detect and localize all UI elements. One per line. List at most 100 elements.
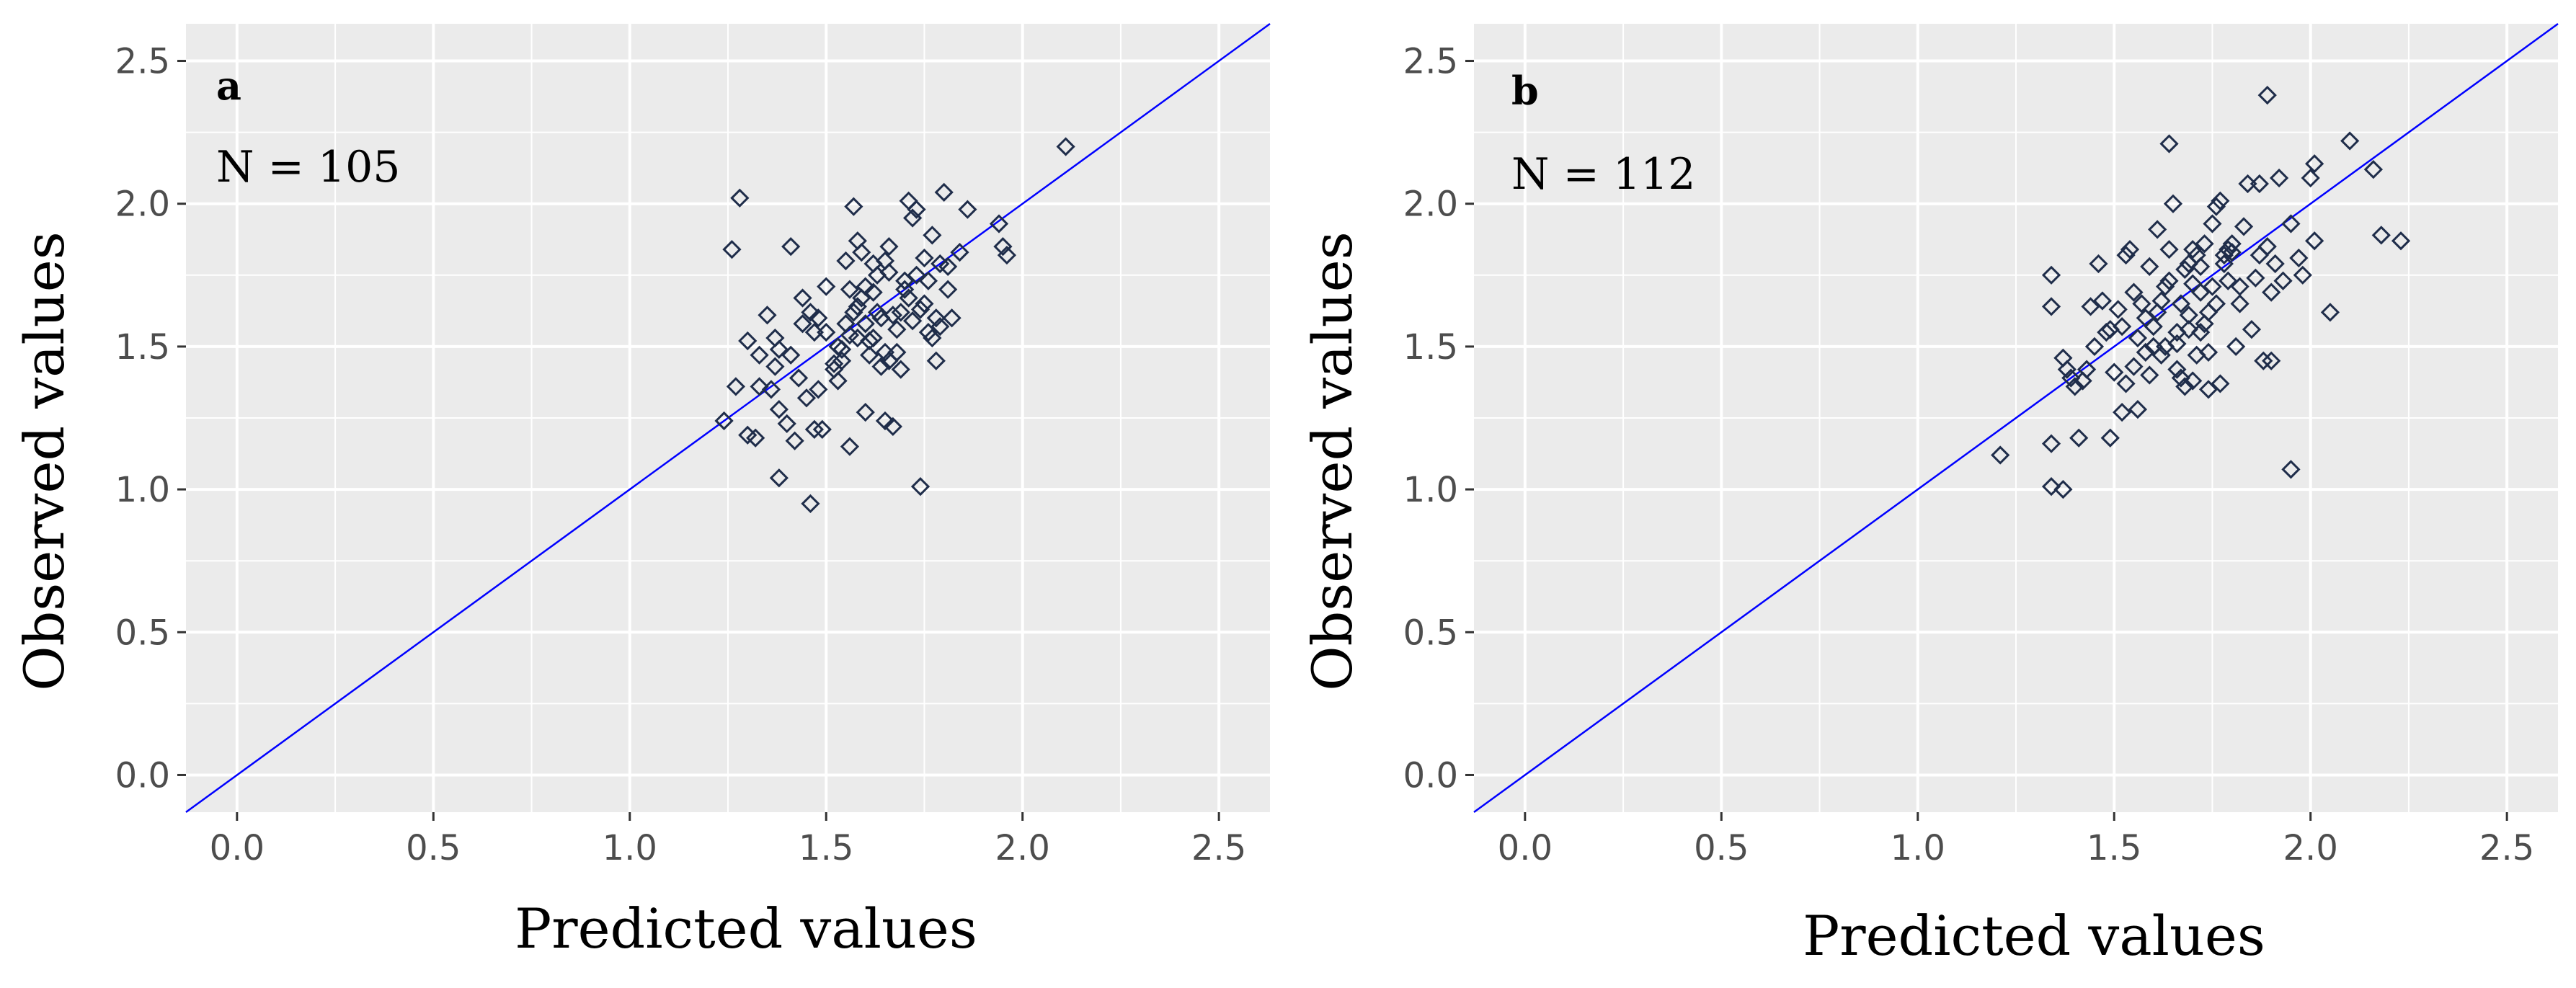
y-axis-title: Observed values [12, 231, 76, 690]
data-point [2077, 360, 2097, 379]
data-point [2155, 277, 2175, 296]
data-point [2262, 351, 2281, 370]
data-point [879, 262, 899, 282]
data-point [2195, 314, 2214, 334]
data-point [2187, 345, 2206, 365]
x-tick-label: 0.0 [210, 828, 265, 868]
data-point [856, 402, 875, 422]
data-point [2198, 380, 2219, 399]
data-point [750, 345, 769, 365]
data-point [2179, 320, 2198, 339]
data-point [2391, 231, 2411, 251]
data-point [993, 237, 1013, 257]
data-point [891, 360, 910, 379]
data-point [785, 431, 804, 450]
y-tick-label: 2.0 [115, 184, 170, 225]
data-point [918, 271, 938, 290]
x-tick-label: 1.0 [603, 828, 657, 868]
data-point [836, 251, 856, 271]
data-point [2211, 374, 2230, 393]
panel-label: b [1511, 68, 1539, 114]
data-point [2081, 297, 2100, 316]
x-tick-label: 0.0 [1498, 828, 1553, 868]
data-point [852, 288, 871, 308]
x-tick-label: 2.5 [1191, 828, 1246, 868]
data-point [840, 280, 860, 299]
data-point [863, 282, 883, 302]
data-point [2100, 320, 2120, 339]
data-point [860, 345, 879, 365]
data-point [2293, 265, 2312, 285]
data-point [2269, 168, 2289, 188]
data-point [879, 237, 899, 257]
data-point [2171, 294, 2190, 313]
x-tick-label: 0.5 [1694, 828, 1749, 868]
data-point [2148, 303, 2167, 322]
y-tick-label: 1.0 [115, 470, 170, 510]
data-point [2159, 240, 2179, 259]
data-point [2273, 271, 2293, 290]
data-point [2234, 217, 2254, 236]
data-point [938, 257, 958, 277]
data-point [781, 345, 801, 365]
data-point [2257, 85, 2277, 105]
data-point [2167, 360, 2187, 379]
data-point [2206, 197, 2226, 216]
data-point [769, 339, 789, 359]
data-point [2065, 377, 2084, 396]
data-point [2084, 337, 2105, 357]
data-point [2195, 234, 2214, 254]
data-point [915, 294, 934, 313]
data-point [2190, 257, 2211, 277]
data-point [926, 351, 946, 370]
data-point [2179, 306, 2198, 325]
data-point [2124, 282, 2144, 302]
data-point [828, 337, 848, 357]
y-tick-label: 0.5 [115, 613, 170, 653]
data-point [915, 248, 934, 268]
data-point [844, 197, 863, 216]
data-point [817, 277, 836, 296]
data-point [796, 388, 817, 408]
data-point [832, 351, 852, 370]
data-point [781, 237, 801, 257]
data-point [2100, 428, 2120, 448]
data-point [2203, 214, 2222, 233]
data-point [2230, 277, 2249, 296]
data-point [895, 271, 915, 290]
scatter-plot-a: 0.0 0.0 0.5 0.5 1.0 1.0 1.5 1.5 2.0 2.0 2.5 2.5 a N =… [12, 22, 1271, 961]
data-point [1991, 445, 2010, 465]
data-point [871, 357, 891, 376]
data-point [2041, 477, 2061, 497]
data-point [2320, 303, 2340, 322]
data-point [836, 314, 856, 334]
data-point [738, 425, 758, 445]
data-point [2159, 134, 2179, 153]
data-point [840, 437, 860, 456]
data-point [848, 328, 867, 348]
data-point [844, 303, 863, 322]
data-point [2092, 291, 2113, 311]
data-point [2281, 214, 2301, 233]
data-point [2128, 328, 2148, 348]
x-tick-label: 1.5 [799, 828, 853, 868]
data-point [2219, 271, 2238, 290]
data-point [765, 357, 785, 376]
data-point [2116, 245, 2136, 265]
y-tick-label: 0.0 [115, 755, 170, 796]
data-point [863, 328, 883, 348]
data-point [1056, 137, 1075, 156]
data-point [2053, 479, 2073, 499]
data-point [2140, 257, 2159, 277]
data-point [2116, 374, 2136, 393]
x-tick-label: 2.5 [2479, 828, 2534, 868]
data-point [2041, 297, 2061, 316]
data-point [931, 317, 950, 337]
data-point [2069, 428, 2089, 448]
sample-size-label: N = 112 [1511, 149, 1695, 200]
y-tick-label: 0.5 [1403, 613, 1458, 653]
data-point [907, 200, 926, 219]
data-point [746, 428, 765, 448]
x-tick-label: 2.0 [995, 828, 1050, 868]
data-point [2128, 399, 2148, 419]
